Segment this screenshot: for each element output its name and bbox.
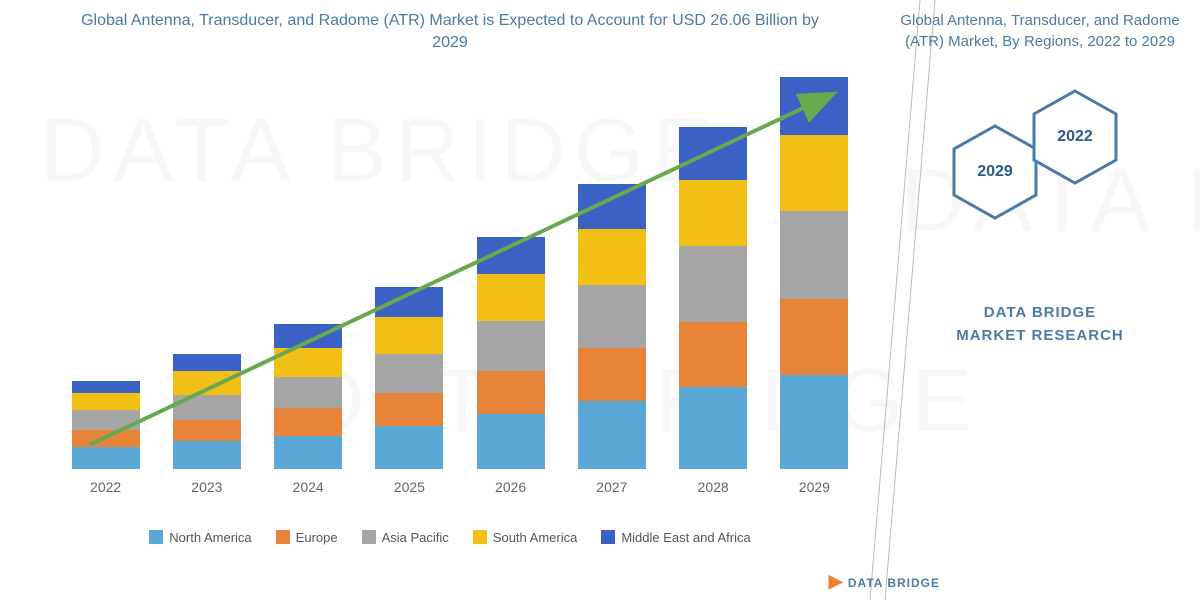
bar-segment xyxy=(72,447,140,468)
bar-segment xyxy=(274,436,342,469)
bar-segment xyxy=(375,426,443,469)
main-container: Global Antenna, Transducer, and Radome (… xyxy=(0,0,1200,600)
bar-stack xyxy=(679,127,747,468)
bar-segment xyxy=(274,408,342,435)
bar-segment xyxy=(72,393,140,411)
bar-segment xyxy=(375,317,443,354)
bar-segment xyxy=(780,375,848,469)
bar-segment xyxy=(173,371,241,394)
chart-section: Global Antenna, Transducer, and Radome (… xyxy=(0,0,880,600)
legend-label: Middle East and Africa xyxy=(621,530,750,545)
legend-item: Asia Pacific xyxy=(362,530,449,545)
legend-item: North America xyxy=(149,530,251,545)
bar-segment xyxy=(477,321,545,372)
bar-stack xyxy=(780,77,848,469)
bar-group: 2027 xyxy=(576,75,647,495)
hex-2029: 2029 xyxy=(950,122,1040,222)
footer-brand: DATA BRIDGE xyxy=(848,576,940,590)
legend-label: Asia Pacific xyxy=(382,530,449,545)
bar-segment xyxy=(375,354,443,393)
bar-segment xyxy=(780,211,848,299)
bar-segment xyxy=(679,387,747,469)
right-panel-title: Global Antenna, Transducer, and Radome (… xyxy=(900,10,1180,52)
bar-segment xyxy=(477,414,545,469)
bar-group: 2025 xyxy=(374,75,445,495)
bar-segment xyxy=(72,430,140,448)
bar-group: 2023 xyxy=(171,75,242,495)
hex-label: 2029 xyxy=(977,163,1013,181)
bar-segment xyxy=(375,287,443,316)
brand-line1: DATA BRIDGE xyxy=(900,302,1180,325)
bar-segment xyxy=(578,184,646,229)
bar-segment xyxy=(679,246,747,322)
bar-segment xyxy=(375,393,443,426)
x-axis-label: 2028 xyxy=(698,479,729,495)
bar-group: 2022 xyxy=(70,75,141,495)
x-axis-label: 2026 xyxy=(495,479,526,495)
bar-segment xyxy=(72,410,140,430)
legend-swatch xyxy=(601,530,615,544)
legend-swatch xyxy=(473,530,487,544)
bar-segment xyxy=(578,348,646,401)
bar-stack xyxy=(375,287,443,468)
bar-segment xyxy=(477,237,545,274)
legend-swatch xyxy=(276,530,290,544)
bar-segment xyxy=(679,127,747,180)
chart-area: 2022 2023 2024 2025 2026 2027 2028 2029 xyxy=(60,75,860,495)
bars-container: 2022 2023 2024 2025 2026 2027 2028 2029 xyxy=(60,75,860,495)
bar-stack xyxy=(72,381,140,469)
bar-stack xyxy=(477,237,545,469)
hex-2022: 2022 xyxy=(1030,87,1120,187)
x-axis-label: 2023 xyxy=(191,479,222,495)
bar-group: 2026 xyxy=(475,75,546,495)
bar-stack xyxy=(578,184,646,469)
bar-segment xyxy=(578,285,646,347)
bar-segment xyxy=(274,348,342,377)
right-panel: Global Antenna, Transducer, and Radome (… xyxy=(880,0,1200,600)
legend-item: Middle East and Africa xyxy=(601,530,750,545)
legend-swatch xyxy=(149,530,163,544)
bar-segment xyxy=(578,229,646,286)
footer-logo: ▶ DATA BRIDGE xyxy=(829,571,940,592)
bar-segment xyxy=(780,299,848,375)
bar-segment xyxy=(679,180,747,246)
bar-segment xyxy=(477,371,545,414)
chart-title: Global Antenna, Transducer, and Radome (… xyxy=(40,10,860,55)
bar-segment xyxy=(274,377,342,408)
hex-label: 2022 xyxy=(1057,128,1093,146)
bar-segment xyxy=(679,322,747,386)
legend-item: Europe xyxy=(276,530,338,545)
x-axis-label: 2029 xyxy=(799,479,830,495)
bar-segment xyxy=(274,324,342,347)
legend: North America Europe Asia Pacific South Ame… xyxy=(40,530,860,545)
bar-segment xyxy=(173,395,241,420)
legend-label: Europe xyxy=(296,530,338,545)
legend-item: South America xyxy=(473,530,578,545)
legend-label: South America xyxy=(493,530,578,545)
x-axis-label: 2024 xyxy=(293,479,324,495)
bar-segment xyxy=(578,401,646,469)
bar-group: 2024 xyxy=(273,75,344,495)
bar-segment xyxy=(173,354,241,372)
bar-segment xyxy=(477,274,545,321)
bar-stack xyxy=(173,354,241,469)
x-axis-label: 2025 xyxy=(394,479,425,495)
footer-accent-icon: ▶ xyxy=(829,571,844,591)
bar-segment xyxy=(173,420,241,441)
bar-stack xyxy=(274,324,342,468)
brand-text: DATA BRIDGE MARKET RESEARCH xyxy=(900,302,1180,347)
x-axis-label: 2022 xyxy=(90,479,121,495)
bar-group: 2028 xyxy=(678,75,749,495)
hexagon-group: 2029 2022 xyxy=(930,82,1180,262)
bar-segment xyxy=(780,77,848,136)
bar-segment xyxy=(780,135,848,211)
legend-swatch xyxy=(362,530,376,544)
bar-group: 2029 xyxy=(779,75,850,495)
x-axis-label: 2027 xyxy=(596,479,627,495)
bar-segment xyxy=(72,381,140,393)
bar-segment xyxy=(173,441,241,468)
legend-label: North America xyxy=(169,530,251,545)
brand-line2: MARKET RESEARCH xyxy=(900,325,1180,348)
